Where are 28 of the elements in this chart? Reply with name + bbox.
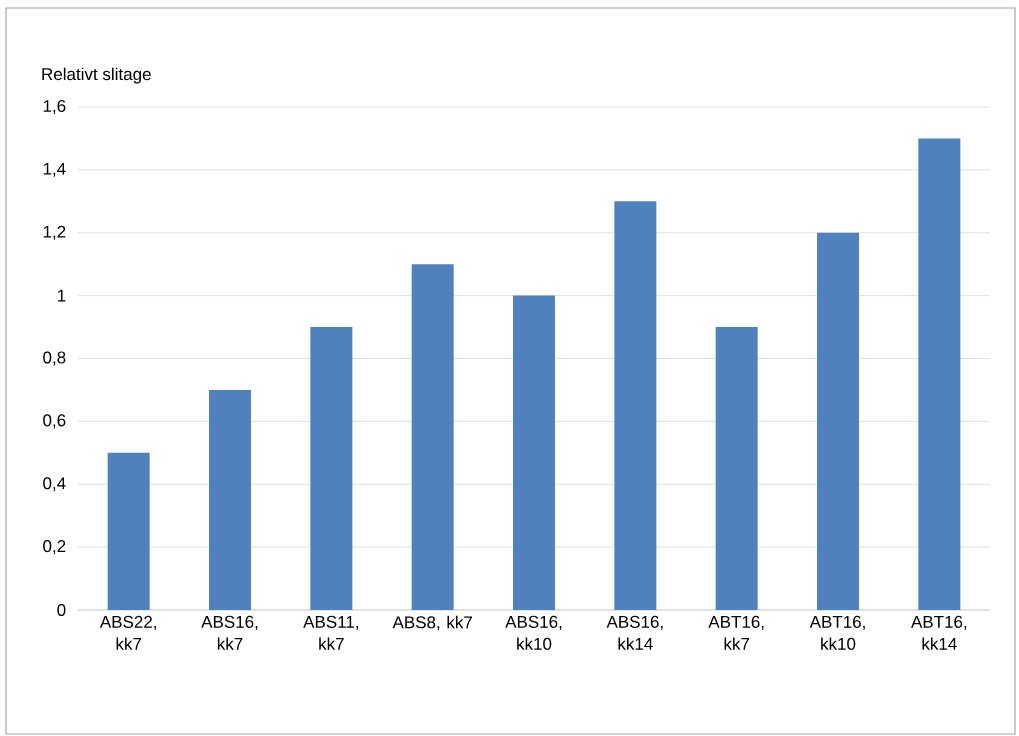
y-tick-label: 1,2 (43, 225, 66, 240)
x-tick-label: ABS22, kk7 (99, 615, 156, 650)
y-tick-label: 1,4 (43, 162, 66, 177)
bar (107, 452, 150, 610)
x-tick-label: ABS8, kk7 (392, 615, 472, 631)
x-tick-label: ABS11, kk7 (303, 615, 359, 650)
bar (715, 327, 758, 610)
bar (209, 389, 252, 610)
x-tick-label: ABT16, kk7 (708, 615, 764, 650)
y-tick-label: 1,6 (43, 99, 66, 114)
bar (310, 327, 353, 610)
x-tick-label: ABT16, kk10 (809, 615, 865, 650)
x-tick-label: ABS16, kk10 (505, 615, 562, 650)
bar (918, 138, 961, 610)
y-tick-label: 0,6 (43, 414, 66, 429)
bar (513, 295, 555, 610)
bar (614, 201, 657, 610)
y-axis-title: Relativt slitage (42, 67, 151, 84)
bar (411, 264, 454, 610)
bar (817, 232, 859, 610)
x-tick-label: ABS16, kk7 (201, 615, 258, 650)
y-tick-label: 0,8 (43, 351, 66, 366)
y-tick-label: 1 (57, 289, 66, 302)
y-tick-label: 0 (57, 603, 66, 617)
y-tick-label: 0,4 (43, 477, 66, 492)
x-tick-label: ABT16, kk14 (911, 615, 967, 650)
y-tick-label: 0,2 (43, 540, 66, 555)
x-tick-label: ABS16, kk14 (606, 615, 663, 650)
